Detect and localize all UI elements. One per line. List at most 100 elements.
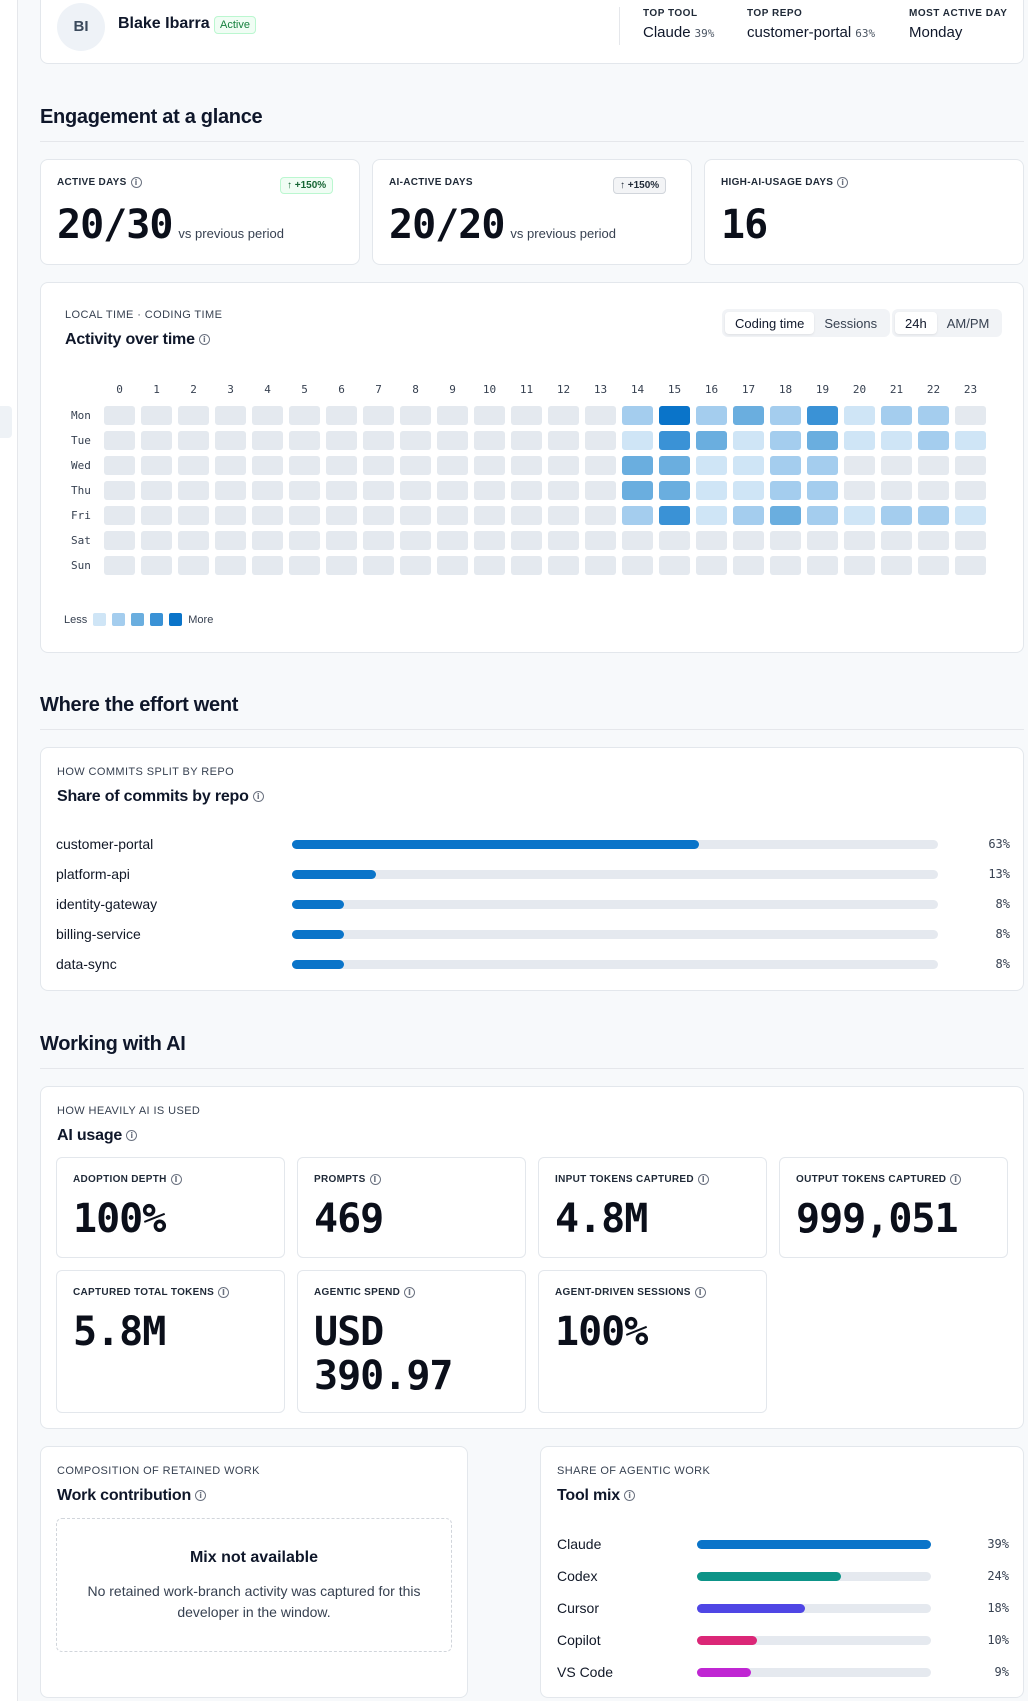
heatmap-cell[interactable] [622,531,653,550]
heatmap-cell[interactable] [955,556,986,575]
info-icon[interactable]: i [130,177,142,188]
heatmap-cell[interactable] [104,506,135,525]
heatmap-cell[interactable] [289,531,320,550]
heatmap-cell[interactable] [918,506,949,525]
heatmap-cell[interactable] [400,406,431,425]
heatmap-cell[interactable] [548,531,579,550]
heatmap-cell[interactable] [252,431,283,450]
heatmap-cell[interactable] [511,506,542,525]
info-icon[interactable]: i [198,334,210,346]
heatmap-cell[interactable] [622,506,653,525]
heatmap-cell[interactable] [252,531,283,550]
heatmap-cell[interactable] [326,556,357,575]
heatmap-cell[interactable] [622,556,653,575]
info-icon[interactable]: i [195,1490,207,1502]
heatmap-cell[interactable] [622,481,653,500]
heatmap-cell[interactable] [400,456,431,475]
heatmap-cell[interactable] [215,531,246,550]
heatmap-cell[interactable] [104,431,135,450]
heatmap-cell[interactable] [585,531,616,550]
heatmap-cell[interactable] [844,406,875,425]
heatmap-cell[interactable] [437,481,468,500]
heatmap-cell[interactable] [548,456,579,475]
heatmap-cell[interactable] [252,406,283,425]
heatmap-cell[interactable] [659,506,690,525]
heatmap-cell[interactable] [437,431,468,450]
heatmap-cell[interactable] [289,481,320,500]
heatmap-cell[interactable] [178,431,209,450]
heatmap-cell[interactable] [178,506,209,525]
heatmap-cell[interactable] [918,456,949,475]
heatmap-cell[interactable] [733,556,764,575]
heatmap-cell[interactable] [215,506,246,525]
heatmap-cell[interactable] [141,531,172,550]
heatmap-cell[interactable] [622,406,653,425]
heatmap-cell[interactable] [881,531,912,550]
heatmap-cell[interactable] [770,431,801,450]
heatmap-cell[interactable] [881,556,912,575]
heatmap-cell[interactable] [696,431,727,450]
heatmap-cell[interactable] [474,481,505,500]
heatmap-cell[interactable] [289,506,320,525]
heatmap-cell[interactable] [807,431,838,450]
heatmap-cell[interactable] [918,556,949,575]
heatmap-cell[interactable] [141,406,172,425]
heatmap-cell[interactable] [326,431,357,450]
heatmap-cell[interactable] [215,481,246,500]
heatmap-cell[interactable] [733,506,764,525]
heatmap-cell[interactable] [585,481,616,500]
heatmap-cell[interactable] [104,406,135,425]
heatmap-cell[interactable] [881,481,912,500]
toggle-coding-time[interactable]: Coding time [725,312,815,334]
heatmap-cell[interactable] [696,531,727,550]
info-icon[interactable]: i [404,1287,416,1298]
heatmap-cell[interactable] [363,531,394,550]
heatmap-cell[interactable] [807,456,838,475]
heatmap-cell[interactable] [770,481,801,500]
heatmap-cell[interactable] [955,431,986,450]
heatmap-cell[interactable] [548,431,579,450]
heatmap-cell[interactable] [548,481,579,500]
heatmap-cell[interactable] [844,506,875,525]
info-icon[interactable]: i [697,1174,709,1185]
heatmap-cell[interactable] [881,406,912,425]
heatmap-cell[interactable] [252,556,283,575]
heatmap-cell[interactable] [474,506,505,525]
heatmap-cell[interactable] [511,531,542,550]
info-icon[interactable]: i [624,1490,635,1502]
heatmap-cell[interactable] [474,556,505,575]
heatmap-cell[interactable] [289,431,320,450]
heatmap-cell[interactable] [400,506,431,525]
heatmap-cell[interactable] [585,506,616,525]
heatmap-cell[interactable] [215,456,246,475]
heatmap-cell[interactable] [511,431,542,450]
heatmap-cell[interactable] [178,406,209,425]
heatmap-cell[interactable] [881,506,912,525]
heatmap-cell[interactable] [881,431,912,450]
heatmap-cell[interactable] [548,506,579,525]
heatmap-cell[interactable] [474,431,505,450]
info-icon[interactable]: i [837,177,849,188]
heatmap-cell[interactable] [252,481,283,500]
heatmap-cell[interactable] [585,456,616,475]
info-icon[interactable]: i [218,1287,230,1298]
toggle-ampm[interactable]: AM/PM [946,316,990,331]
heatmap-cell[interactable] [511,406,542,425]
toggle-sessions[interactable]: Sessions [824,316,878,331]
info-icon[interactable]: i [170,1174,182,1185]
heatmap-cell[interactable] [770,531,801,550]
heatmap-cell[interactable] [252,506,283,525]
heatmap-cell[interactable] [585,431,616,450]
heatmap-cell[interactable] [548,556,579,575]
heatmap-cell[interactable] [770,406,801,425]
heatmap-cell[interactable] [844,556,875,575]
heatmap-cell[interactable] [437,406,468,425]
heatmap-cell[interactable] [363,481,394,500]
heatmap-cell[interactable] [178,556,209,575]
heatmap-cell[interactable] [511,556,542,575]
heatmap-cell[interactable] [881,456,912,475]
heatmap-cell[interactable] [141,456,172,475]
heatmap-cell[interactable] [437,531,468,550]
heatmap-cell[interactable] [659,456,690,475]
heatmap-cell[interactable] [955,406,986,425]
